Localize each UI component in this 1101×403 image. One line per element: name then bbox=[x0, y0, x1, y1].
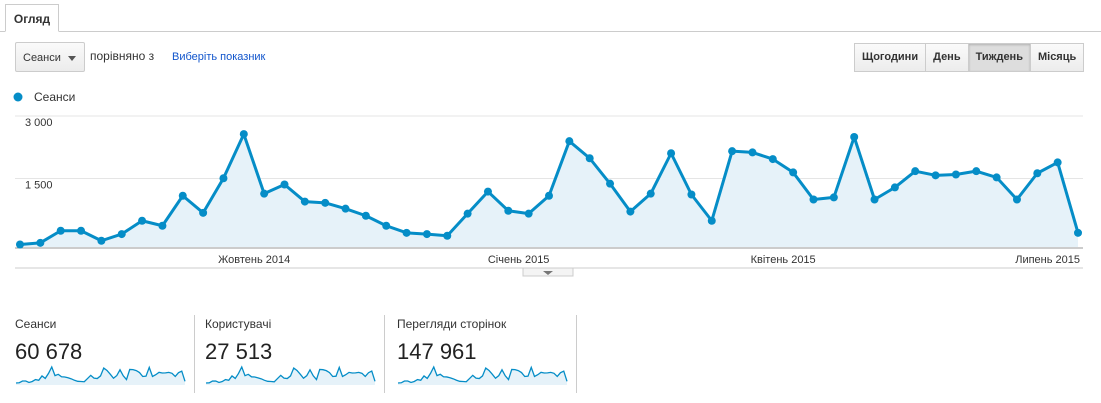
point bbox=[483, 187, 492, 196]
metric-select-label: Сеанси bbox=[23, 52, 61, 64]
point bbox=[748, 148, 757, 157]
metric-label: Сеанси bbox=[15, 317, 57, 331]
interval-buttons: Щогодини День Тиждень Місяць bbox=[854, 43, 1085, 72]
point bbox=[626, 207, 635, 216]
compare-text: порівняно з bbox=[90, 49, 155, 63]
point bbox=[219, 174, 228, 183]
point bbox=[829, 193, 838, 202]
point bbox=[687, 190, 696, 199]
tab-divider bbox=[0, 31, 1101, 32]
x-tick-label: Квітень 2015 bbox=[751, 254, 816, 266]
point bbox=[138, 216, 147, 225]
point bbox=[422, 230, 431, 239]
point bbox=[789, 168, 798, 177]
point bbox=[361, 211, 370, 220]
x-tick-label: Жовтень 2014 bbox=[218, 254, 290, 266]
metric: Сеанси 60 678 bbox=[15, 315, 195, 393]
point bbox=[1074, 228, 1082, 237]
point bbox=[16, 240, 24, 249]
sparkline bbox=[15, 365, 186, 385]
point bbox=[341, 204, 350, 213]
point bbox=[1033, 169, 1042, 178]
sparkline-line bbox=[205, 365, 376, 384]
point bbox=[1012, 195, 1021, 204]
metric-value: 27 513 bbox=[205, 339, 273, 364]
point bbox=[911, 167, 920, 176]
point bbox=[585, 154, 594, 163]
point bbox=[931, 171, 940, 180]
point bbox=[158, 221, 167, 230]
point bbox=[768, 155, 777, 164]
x-tick-label: Січень 2015 bbox=[488, 254, 550, 266]
point bbox=[850, 133, 859, 141]
metric-separator bbox=[576, 315, 577, 393]
point bbox=[178, 191, 187, 200]
metric-label: Користувачі bbox=[205, 317, 272, 331]
sparkline bbox=[205, 365, 376, 385]
point bbox=[545, 191, 553, 200]
legend-label: Сеанси bbox=[34, 90, 75, 104]
sparkline-line bbox=[397, 365, 568, 384]
chart: Сеанси 1 500 3 000 Жовтень 2014 Січень 2015… bbox=[13, 90, 1083, 277]
metric-value: 60 678 bbox=[15, 339, 83, 364]
point bbox=[646, 189, 655, 198]
compare-link[interactable]: Виберіть показник bbox=[172, 51, 266, 63]
point bbox=[321, 198, 330, 207]
point bbox=[707, 216, 716, 225]
metric-separator bbox=[384, 315, 385, 393]
metric-select[interactable]: Сеанси bbox=[15, 42, 85, 72]
point bbox=[300, 197, 309, 206]
point bbox=[1053, 158, 1062, 167]
point bbox=[36, 238, 45, 247]
point bbox=[992, 173, 1001, 182]
point bbox=[972, 167, 981, 176]
metric-separator bbox=[194, 315, 195, 393]
point bbox=[402, 228, 411, 237]
point bbox=[77, 226, 86, 235]
point bbox=[606, 179, 615, 188]
expand-arrow bbox=[543, 271, 553, 275]
legend-dot bbox=[13, 92, 23, 102]
caret bbox=[68, 56, 76, 65]
point bbox=[667, 149, 676, 158]
point bbox=[728, 147, 737, 156]
metric: Користувачі 27 513 bbox=[205, 315, 385, 393]
point bbox=[382, 221, 391, 230]
metric-value: 147 961 bbox=[397, 339, 477, 364]
point bbox=[117, 230, 126, 239]
point bbox=[524, 209, 533, 218]
sparkline-line bbox=[15, 365, 186, 384]
point bbox=[951, 170, 960, 179]
interval-button[interactable]: Місяць bbox=[1029, 43, 1085, 72]
y-tick-label: 1 500 bbox=[25, 180, 53, 192]
point bbox=[280, 180, 289, 189]
point bbox=[199, 208, 208, 217]
area bbox=[20, 134, 1078, 247]
metric: Перегляди сторінок 147 961 bbox=[397, 315, 577, 393]
point bbox=[890, 183, 899, 192]
point bbox=[504, 206, 513, 215]
x-tick-label: Липень 2015 bbox=[1015, 254, 1080, 266]
interval-button[interactable]: День bbox=[925, 43, 969, 72]
point bbox=[565, 137, 574, 146]
interval-button[interactable]: Тиждень bbox=[967, 43, 1031, 72]
point bbox=[239, 130, 248, 139]
metric-label: Перегляди сторінок bbox=[397, 317, 507, 331]
point bbox=[809, 195, 818, 204]
point bbox=[443, 231, 452, 240]
point bbox=[97, 236, 106, 245]
sparkline bbox=[397, 365, 568, 385]
point bbox=[56, 226, 65, 235]
point bbox=[463, 209, 472, 218]
point bbox=[260, 189, 269, 198]
y-tick-label: 3 000 bbox=[25, 117, 53, 129]
tab[interactable]: Огляд bbox=[5, 4, 59, 32]
point bbox=[870, 195, 879, 204]
